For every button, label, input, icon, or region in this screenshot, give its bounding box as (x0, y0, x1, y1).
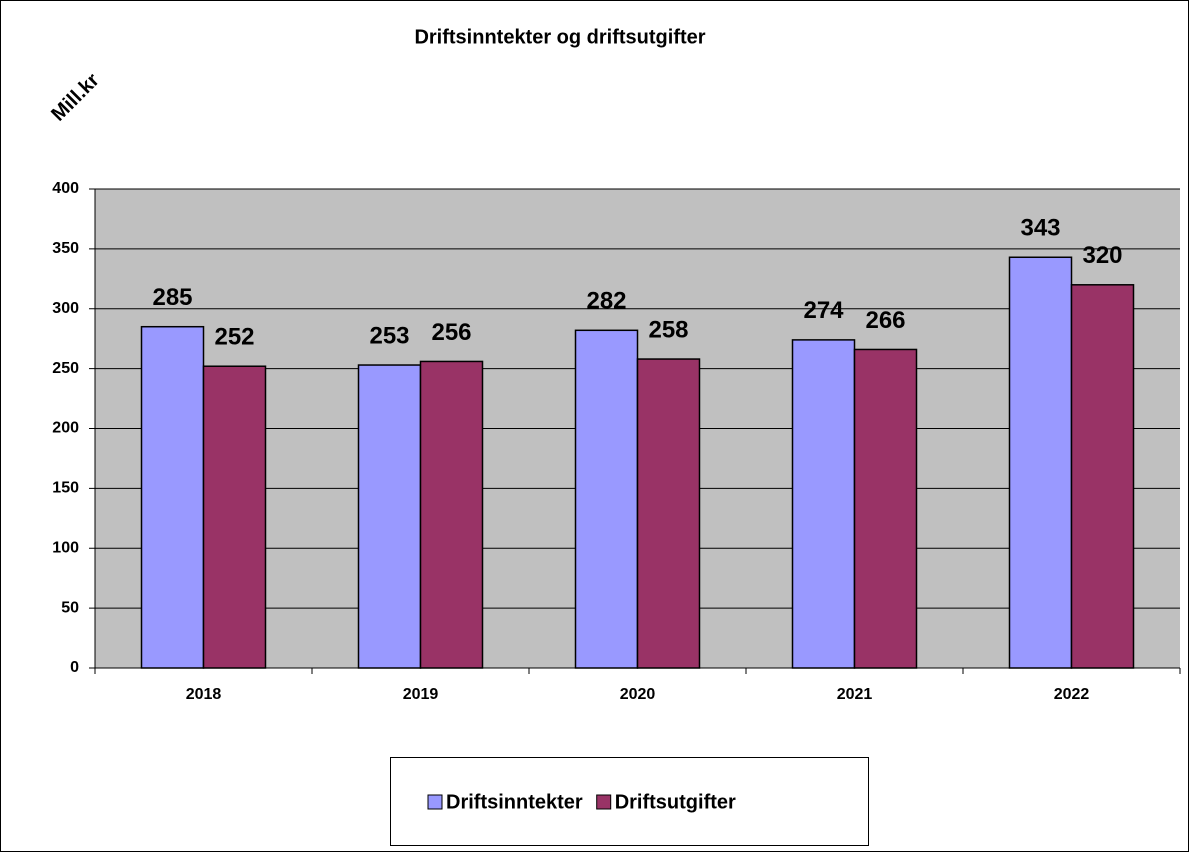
bar (853, 348, 918, 669)
legend-label: Driftsinntekter (446, 791, 583, 813)
data-label: 253 (369, 322, 409, 349)
data-label: 320 (1082, 242, 1122, 269)
data-label: 258 (648, 316, 688, 343)
legend-swatch (427, 794, 443, 810)
bar (574, 329, 639, 669)
data-label: 282 (586, 288, 626, 315)
y-tick-label: 400 (52, 180, 79, 197)
y-tick-label: 200 (52, 420, 79, 437)
x-tick-label: 2020 (620, 686, 656, 703)
bar (357, 364, 422, 669)
bar (140, 325, 205, 669)
y-tick-label: 250 (52, 360, 79, 377)
bar (1008, 256, 1073, 669)
y-tick-label: 0 (70, 659, 79, 676)
data-label: 266 (865, 307, 905, 334)
x-tick-label: 2018 (186, 686, 222, 703)
data-label: 274 (803, 297, 844, 324)
legend-box (390, 757, 869, 846)
y-tick-label: 350 (52, 240, 79, 257)
x-tick-label: 2021 (837, 686, 873, 703)
x-tick-label: 2022 (1054, 686, 1090, 703)
data-label: 256 (431, 319, 471, 346)
y-tick-label: 100 (52, 539, 79, 556)
bar (1070, 284, 1135, 669)
data-label: 252 (214, 324, 254, 351)
y-tick-label: 300 (52, 300, 79, 317)
legend-label: Driftsutgifter (615, 791, 736, 813)
y-tick-label: 50 (61, 599, 79, 616)
bar (419, 360, 484, 669)
bar (791, 339, 856, 669)
y-tick-label: 150 (52, 480, 79, 497)
legend-swatch (596, 794, 612, 810)
bar (202, 365, 267, 669)
data-label: 343 (1020, 215, 1060, 242)
chart-title: Driftsinntekter og driftsutgifter (414, 26, 705, 48)
x-tick-label: 2019 (403, 686, 439, 703)
bar (636, 358, 701, 669)
data-label: 285 (152, 284, 192, 311)
